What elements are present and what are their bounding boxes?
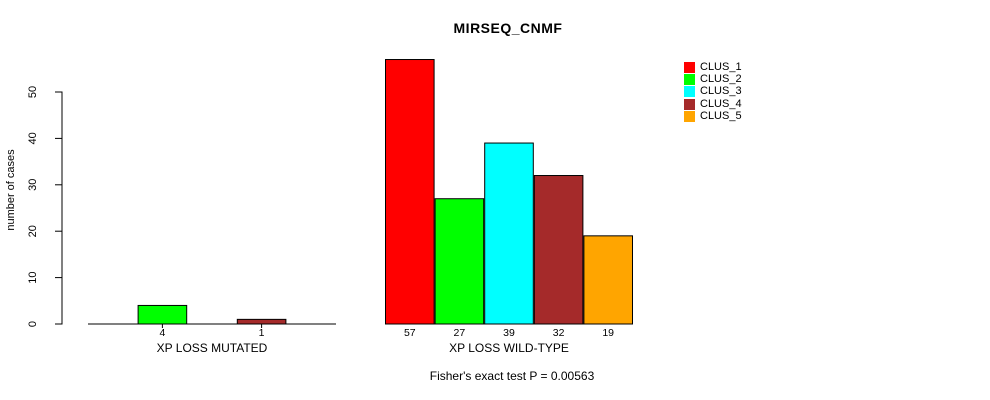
legend-swatch-clus_2 — [684, 73, 695, 85]
legend-item-clus_2: CLUS_2 — [684, 73, 742, 85]
legend-item-clus_5: CLUS_5 — [684, 110, 742, 122]
legend-label: CLUS_5 — [700, 109, 742, 122]
legend-swatch-clus_5 — [684, 110, 695, 122]
legend-label: CLUS_4 — [700, 97, 742, 110]
legend-swatch-clus_4 — [684, 98, 695, 110]
bar-value-label: 57 — [404, 327, 416, 339]
y-tick-label: 20 — [27, 225, 39, 237]
bar-clus_2-group1 — [137, 304, 188, 325]
group-label-mutated: XP LOSS MUTATED — [156, 341, 268, 355]
bar-clus_2-group2 — [434, 198, 485, 325]
legend: CLUS_1 CLUS_2 CLUS_3 CLUS_4 CLUS_5 — [684, 61, 742, 122]
y-tick-label: 0 — [27, 321, 39, 327]
legend-item-clus_4: CLUS_4 — [684, 98, 742, 110]
group-label-wildtype: XP LOSS WILD-TYPE — [449, 341, 569, 355]
bar-clus_4-group2 — [533, 175, 584, 325]
bar-clus_3-group2 — [484, 142, 534, 325]
bar-clus_5-group2 — [583, 235, 634, 325]
bar-value-label: 32 — [553, 327, 565, 339]
y-tick-label: 30 — [27, 179, 39, 191]
bar-value-label: 27 — [454, 327, 466, 339]
bar-clus_1-group2 — [385, 59, 435, 325]
legend-item-clus_3: CLUS_3 — [684, 86, 742, 98]
fisher-test-annotation: Fisher's exact test P = 0.00563 — [429, 369, 595, 383]
y-tick-label: 50 — [27, 86, 39, 98]
legend-label: CLUS_3 — [700, 85, 742, 98]
bar-value-label: 1 — [259, 327, 265, 339]
bar-value-label: 39 — [503, 327, 515, 339]
legend-swatch-clus_1 — [684, 61, 695, 73]
bar-value-label: 19 — [602, 327, 614, 339]
y-tick-label: 40 — [27, 132, 39, 144]
chart-title: MIRSEQ_CNMF — [453, 20, 563, 36]
bar-value-label: 4 — [159, 327, 165, 339]
legend-swatch-clus_3 — [684, 86, 695, 98]
legend-label: CLUS_1 — [700, 60, 742, 73]
y-axis-label: number of cases — [5, 149, 17, 231]
bar-clus_4-group1 — [236, 318, 287, 325]
y-tick-label: 10 — [27, 271, 39, 283]
legend-label: CLUS_2 — [700, 72, 742, 85]
legend-item-clus_1: CLUS_1 — [684, 61, 742, 73]
